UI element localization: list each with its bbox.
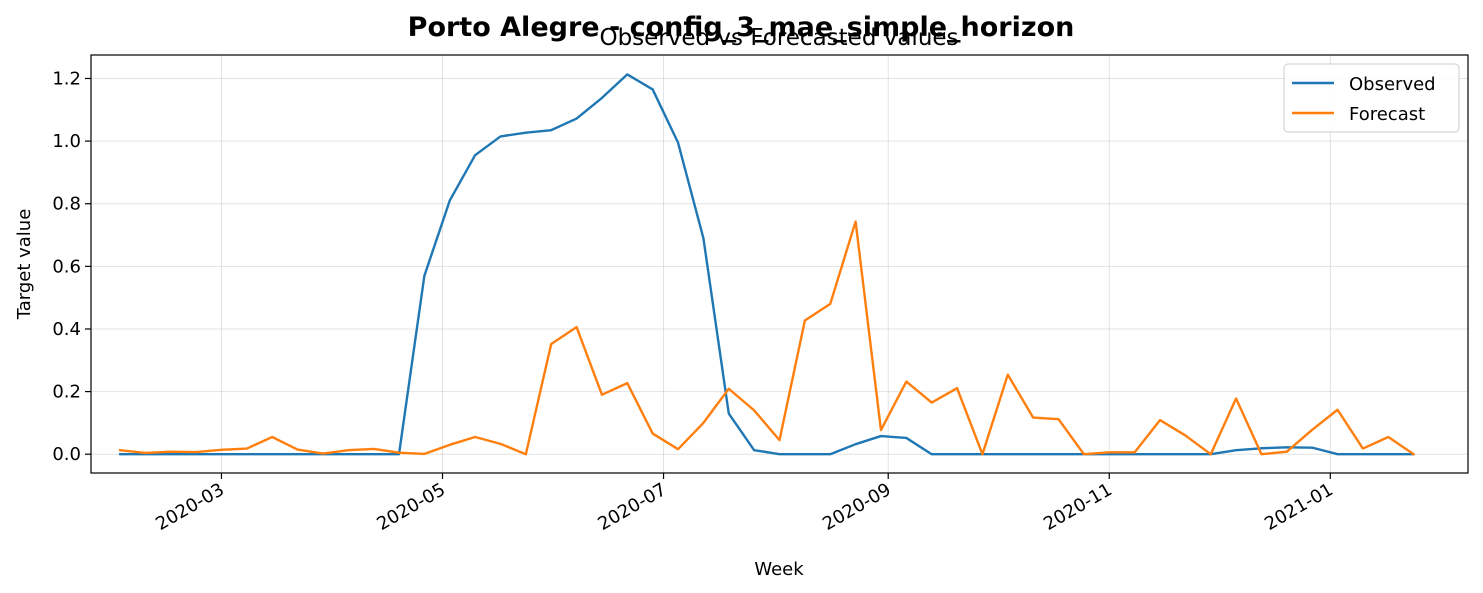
y-axis-ticks: 0.0 0.2 0.4 0.6 0.8 1.0 1.2 <box>52 68 91 465</box>
y-tick-label: 0.8 <box>52 194 81 215</box>
y-tick-label: 1.2 <box>52 68 81 89</box>
series-line-forecast <box>118 220 1415 456</box>
legend-box <box>1283 63 1460 133</box>
series-lines <box>118 73 1415 456</box>
y-tick-label: 0.0 <box>52 444 81 465</box>
figure-suptitle: Porto Alegre - config_3_mae_simple_horiz… <box>408 12 1075 43</box>
axes-title: Observed vs Forecasted values <box>599 25 958 51</box>
legend-label-observed: Observed <box>1349 74 1436 95</box>
x-axis-label: Week <box>754 559 804 580</box>
y-tick-label: 0.4 <box>52 319 81 340</box>
legend: Observed Forecast <box>1283 63 1460 133</box>
y-tick-label: 1.0 <box>52 131 81 152</box>
y-tick-label: 0.6 <box>52 256 81 277</box>
plot-frame <box>90 54 1469 474</box>
legend-label-forecast: Forecast <box>1349 104 1425 125</box>
series-line-observed <box>118 73 1415 456</box>
y-tick-label: 0.2 <box>52 382 81 403</box>
y-axis-label: Target value <box>14 209 35 321</box>
